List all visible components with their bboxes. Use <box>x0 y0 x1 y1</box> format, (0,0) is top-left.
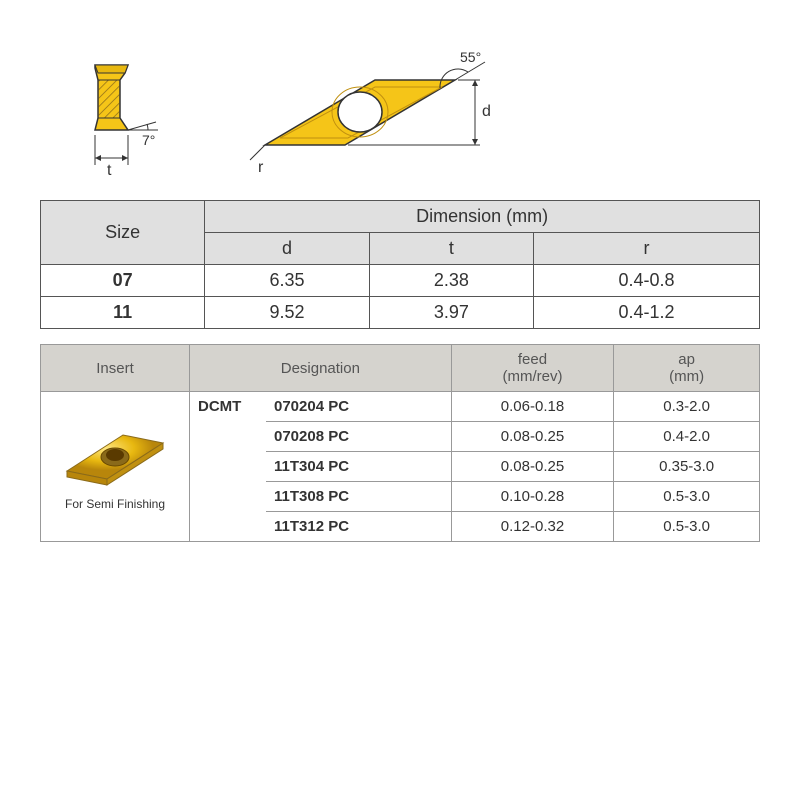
designation-code: 11T308 PC <box>266 482 451 512</box>
side-view-diagram: 7° t <box>70 50 190 180</box>
dim-r: 0.4-1.2 <box>534 297 760 329</box>
angle-top-label: 55° <box>460 50 481 65</box>
feed-value: 0.08-0.25 <box>451 422 614 452</box>
feed-value: 0.12-0.32 <box>451 512 614 542</box>
insert-table: Insert Designation feed (mm/rev) ap (mm) <box>40 344 760 542</box>
feed-value: 0.08-0.25 <box>451 452 614 482</box>
ap-value: 0.3-2.0 <box>614 392 760 422</box>
dim-t: 2.38 <box>369 265 533 297</box>
technical-diagrams: 7° t r <box>40 50 760 180</box>
label-r: r <box>258 159 264 176</box>
dim-header-size: Size <box>41 201 205 265</box>
ap-value: 0.35-3.0 <box>614 452 760 482</box>
dim-r: 0.4-0.8 <box>534 265 760 297</box>
label-d: d <box>482 103 491 120</box>
insert-header: Insert <box>41 345 190 392</box>
angle-side-label: 7° <box>142 132 155 148</box>
designation-code: 11T304 PC <box>266 452 451 482</box>
dim-size: 07 <box>41 265 205 297</box>
dim-t: 3.97 <box>369 297 533 329</box>
designation-header: Designation <box>190 345 452 392</box>
ap-value: 0.5-3.0 <box>614 482 760 512</box>
ap-value: 0.5-3.0 <box>614 512 760 542</box>
label-t: t <box>107 162 112 179</box>
dimension-table: Size Dimension (mm) d t r 07 6.35 2.38 0… <box>40 200 760 329</box>
dim-d: 9.52 <box>205 297 369 329</box>
feed-value: 0.10-0.28 <box>451 482 614 512</box>
designation-code: 070204 PC <box>266 392 451 422</box>
dim-d: 6.35 <box>205 265 369 297</box>
insert-caption: For Semi Finishing <box>65 497 165 511</box>
designation-code: 11T312 PC <box>266 512 451 542</box>
feed-header: feed (mm/rev) <box>451 345 614 392</box>
dim-col-t: t <box>369 233 533 265</box>
ap-value: 0.4-2.0 <box>614 422 760 452</box>
dim-row: 11 9.52 3.97 0.4-1.2 <box>41 297 760 329</box>
insert-image-cell: For Semi Finishing <box>41 392 190 542</box>
designation-code: 070208 PC <box>266 422 451 452</box>
insert-row: For Semi Finishing DCMT 070204 PC 0.06-0… <box>41 392 760 422</box>
dim-size: 11 <box>41 297 205 329</box>
dim-header-dimension: Dimension (mm) <box>205 201 760 233</box>
dim-col-r: r <box>534 233 760 265</box>
dim-col-d: d <box>205 233 369 265</box>
designation-prefix: DCMT <box>190 392 267 542</box>
top-view-diagram: r 55° d <box>230 50 510 180</box>
ap-header: ap (mm) <box>614 345 760 392</box>
dim-row: 07 6.35 2.38 0.4-0.8 <box>41 265 760 297</box>
feed-value: 0.06-0.18 <box>451 392 614 422</box>
insert-icon <box>55 423 175 493</box>
